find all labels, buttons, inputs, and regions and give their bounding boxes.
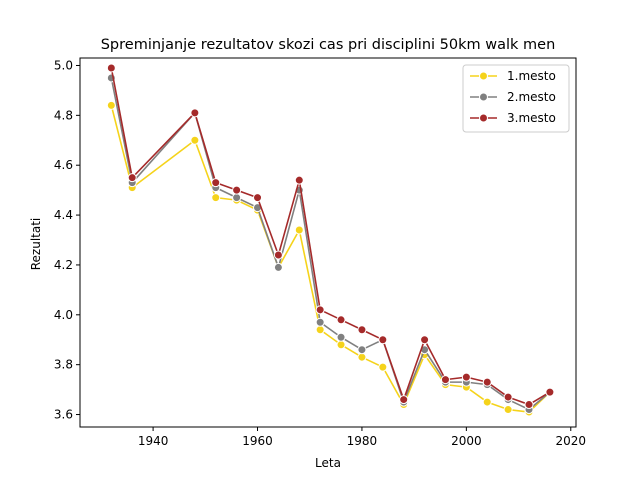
y-tick-label: 3.6: [54, 408, 73, 422]
data-point: [545, 387, 555, 397]
data-point: [190, 108, 200, 118]
legend-item: 1.mesto: [470, 69, 556, 83]
series-layer: [106, 63, 555, 417]
legend-marker: [479, 113, 488, 123]
data-point: [357, 352, 367, 362]
data-point: [461, 372, 471, 382]
data-point: [273, 250, 283, 260]
data-point: [378, 335, 388, 345]
data-point: [211, 193, 221, 203]
data-point: [524, 400, 534, 410]
legend-item: 2.mesto: [470, 90, 556, 104]
x-tick-label: 2000: [451, 434, 482, 448]
data-point: [315, 305, 325, 315]
data-point: [503, 405, 513, 415]
data-point: [399, 395, 409, 405]
x-tick-label: 1940: [138, 434, 169, 448]
chart-title: Spreminjanje rezultatov skozi cas pri di…: [101, 37, 556, 53]
data-point: [232, 185, 242, 195]
series-1: [106, 100, 555, 417]
y-axis-label: Rezultati: [29, 218, 43, 271]
data-point: [420, 335, 430, 345]
data-point: [232, 193, 242, 203]
data-point: [106, 100, 116, 110]
data-point: [106, 63, 116, 73]
data-point: [294, 225, 304, 235]
y-tick-label: 4.6: [54, 158, 73, 172]
legend-marker: [479, 92, 488, 102]
data-point: [357, 345, 367, 355]
legend-label: 1.mesto: [507, 69, 556, 83]
data-point: [336, 332, 346, 342]
data-point: [503, 392, 513, 402]
data-point: [127, 173, 137, 183]
data-point: [253, 193, 263, 203]
legend-label: 3.mesto: [507, 111, 556, 125]
data-point: [482, 377, 492, 387]
y-tick-label: 4.8: [54, 108, 73, 122]
y-tick-label: 5.0: [54, 58, 73, 72]
data-point: [336, 315, 346, 325]
legend-box: [462, 64, 570, 133]
data-point: [273, 262, 283, 272]
data-point: [294, 175, 304, 185]
plot-frame: [79, 57, 577, 428]
x-tick-label: 2020: [556, 434, 587, 448]
y-tick-label: 3.8: [54, 358, 73, 372]
data-point: [315, 317, 325, 327]
legend-label: 2.mesto: [507, 90, 556, 104]
data-point: [357, 325, 367, 335]
y-tick-label: 4.2: [54, 258, 73, 272]
data-point: [315, 325, 325, 335]
data-point: [482, 397, 492, 407]
y-tick-label: 4.0: [54, 308, 73, 322]
data-point: [440, 375, 450, 385]
legend-marker: [479, 71, 488, 81]
x-axis-label: Leta: [315, 456, 341, 470]
x-tick-label: 1980: [347, 434, 378, 448]
data-point: [211, 178, 221, 188]
series-3: [106, 63, 555, 410]
data-point: [378, 362, 388, 372]
data-point: [190, 135, 200, 145]
legend-item: 3.mesto: [470, 111, 556, 125]
x-tick-label: 1960: [242, 434, 273, 448]
axes-layer: 1940 1960 1980 2000 2020 3.6 3.8 4.0 4.2 4.4 4.6 4.…: [54, 57, 587, 448]
legend: 1.mesto 2.mesto 3.mesto: [462, 64, 570, 133]
y-tick-label: 4.4: [54, 208, 73, 222]
data-point: [336, 340, 346, 350]
series-line: [110, 105, 551, 413]
